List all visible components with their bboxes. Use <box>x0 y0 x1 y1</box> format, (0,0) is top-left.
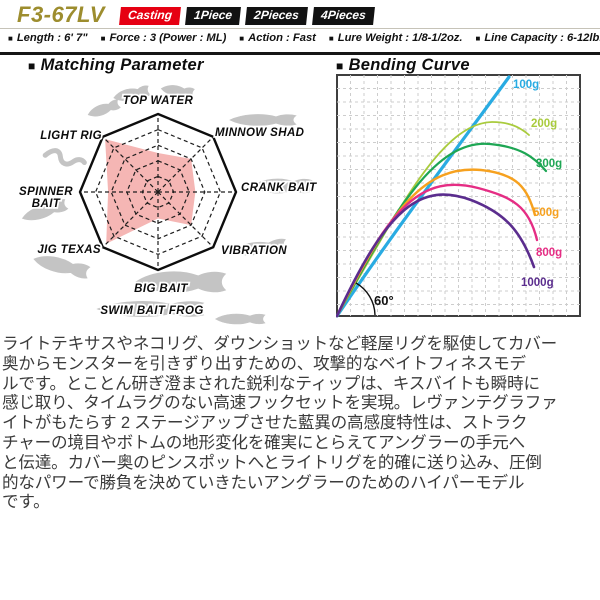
spec-length-text: Length : 6' 7" <box>16 32 88 44</box>
bend-curves <box>336 75 548 318</box>
tab-4pieces[interactable]: 4Pieces <box>311 7 375 25</box>
spec-line-capacity-text: Line Capacity : 6-12lb. <box>484 32 600 44</box>
matching-heading-text: Matching Parameter <box>40 56 204 74</box>
radar-label-light-rig: LIGHT RIG <box>40 130 102 142</box>
curve-labels: 100g 200g 300g 500g 800g 1000g <box>513 79 562 289</box>
spec-lure-weight: ■ Lure Weight : 1/8-1/2oz. <box>329 32 463 44</box>
angle-arc <box>355 282 376 316</box>
square-bullet-icon: ■ <box>239 33 245 43</box>
bending-curve-heading: ■ Bending Curve <box>336 56 470 75</box>
model-title: F3-67LV <box>17 2 105 27</box>
curve-label-500g: 500g <box>533 207 559 219</box>
square-bullet-icon: ■ <box>100 33 106 43</box>
curve-label-300g: 300g <box>536 158 562 170</box>
spec-bar: ■ Length : 6' 7" ■ Force : 3 (Power : ML) … <box>8 32 600 44</box>
spec-divider <box>0 52 600 55</box>
radar-grid-and-area <box>78 112 238 272</box>
angle-annotation: 60° <box>374 293 394 308</box>
frog-lure-icon <box>215 313 266 325</box>
radar-label-spinner-bait: BAIT <box>32 198 61 210</box>
jig-lure-icon <box>31 251 91 280</box>
minnow-lure-icon <box>229 113 297 127</box>
curve-label-800g: 800g <box>536 247 562 259</box>
tab-1piece[interactable]: 1Piece <box>185 7 242 25</box>
radar-label-jig-texas: JIG TEXAS <box>37 244 101 256</box>
radar-labels: TOP WATER MINNOW SHAD CRANK BAIT VIBRATI… <box>17 93 318 319</box>
worm-lure-icon <box>45 144 85 173</box>
radar-label-big-bait: BIG BAIT <box>134 283 188 295</box>
tab-2pieces[interactable]: 2Pieces <box>245 7 308 25</box>
radar-label-vibration: VIBRATION <box>221 245 287 257</box>
spec-line-capacity: ■ Line Capacity : 6-12lb. <box>475 32 600 44</box>
spec-lure-weight-text: Lure Weight : 1/8-1/2oz. <box>337 32 463 44</box>
spec-action: ■ Action : Fast <box>239 32 316 44</box>
matching-parameter-radar-chart: TOP WATER MINNOW SHAD CRANK BAIT VIBRATI… <box>17 83 318 325</box>
radar-label-spinner: SPINNER <box>19 186 73 198</box>
curve-label-200g: 200g <box>531 118 557 130</box>
radar-label-crank-bait: CRANK BAIT <box>241 182 317 194</box>
square-bullet-icon: ■ <box>8 33 13 43</box>
square-bullet-icon: ■ <box>328 33 334 43</box>
tab-casting[interactable]: Casting <box>119 7 181 25</box>
matching-parameter-heading: ■ Matching Parameter <box>28 56 204 75</box>
curve-label-1000g: 1000g <box>521 277 554 289</box>
spec-force-text: Force : 3 (Power : ML) <box>109 32 227 44</box>
bending-heading-text: Bending Curve <box>348 56 470 74</box>
small-lure-icon <box>86 98 122 120</box>
product-description: ライトテキサスやネコリグ、ダウンショットなど軽屋リグを駆使してカバー 奥からモン… <box>2 334 558 512</box>
bending-curve-chart: 60° 100g 200g 300g 500g 800g 1000g <box>336 74 581 318</box>
square-bullet-icon: ■ <box>28 59 36 73</box>
spec-action-text: Action : Fast <box>248 32 316 44</box>
radar-label-top-water: TOP WATER <box>123 95 194 107</box>
header-divider <box>0 28 600 29</box>
tab-bar: Casting 1Piece 2Pieces 4Pieces <box>119 7 375 25</box>
radar-label-minnow-shad: MINNOW SHAD <box>215 127 304 139</box>
curve-label-100g: 100g <box>513 79 539 91</box>
spec-force: ■ Force : 3 (Power : ML) <box>101 32 227 44</box>
square-bullet-icon: ■ <box>475 33 481 43</box>
square-bullet-icon: ■ <box>336 59 344 73</box>
spec-length: ■ Length : 6' 7" <box>8 32 88 44</box>
radar-label-swim-bait-frog: SWIM BAIT FROG <box>100 305 203 317</box>
